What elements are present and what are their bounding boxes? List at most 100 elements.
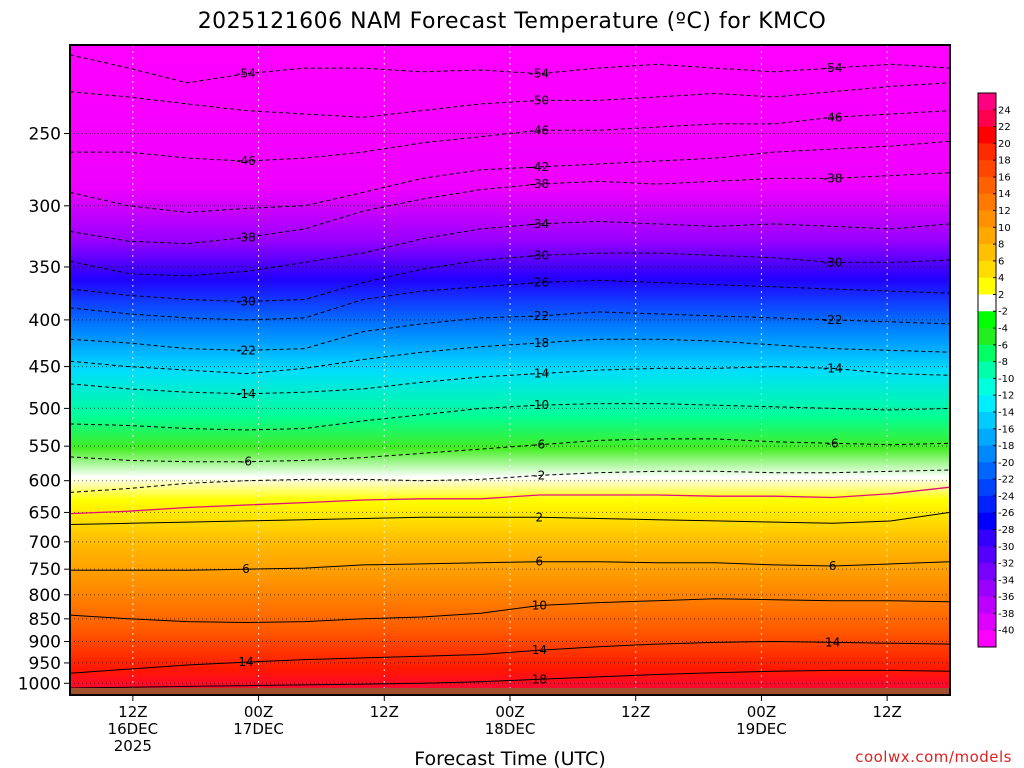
colorbar-swatch	[978, 277, 996, 295]
isotherm-line	[70, 220, 950, 277]
colorbar-swatch	[978, 378, 996, 396]
isotherm-label: 6	[242, 562, 250, 576]
isotherm-label: -14	[236, 387, 256, 401]
isotherm-label: -54	[530, 67, 550, 81]
isotherm-label: -6	[240, 455, 252, 469]
colorbar-swatch	[978, 126, 996, 144]
colorbar-label: 14	[998, 189, 1011, 200]
colorbar-label: 4	[998, 273, 1004, 284]
colorbar-swatch	[978, 630, 996, 648]
isotherm-label: -22	[530, 309, 550, 323]
y-axis-pressure-ticks: 2503003504004505005506006507007508008509…	[18, 124, 70, 694]
isotherm-line	[70, 54, 950, 84]
colorbar-label: -20	[998, 458, 1014, 469]
colorbar-label: -4	[998, 324, 1008, 335]
isotherm-line	[70, 140, 950, 213]
x-tick-label: 00Z	[747, 703, 776, 721]
isotherm-label: -50	[530, 93, 550, 107]
isotherm-line	[70, 486, 950, 515]
colorbar-label: -24	[998, 491, 1014, 502]
x-tick-label: 12Z	[621, 703, 650, 721]
colorbar-label: -36	[998, 592, 1014, 603]
isotherm-label: -26	[530, 275, 550, 289]
y-tick-label: 750	[29, 560, 61, 580]
isotherm-label: -38	[823, 171, 843, 185]
isotherm-line	[70, 172, 950, 245]
ground-surface	[70, 688, 950, 695]
colorbar-swatch	[978, 361, 996, 379]
x-tick-label: 12Z	[872, 703, 901, 721]
isotherm-label: -42	[530, 160, 550, 174]
colorbar-swatch	[978, 260, 996, 279]
colorbar-label: -38	[998, 609, 1014, 620]
colorbar-swatch	[978, 563, 996, 581]
colorbar-swatch	[978, 160, 996, 178]
chart-title: 2025121606 NAM Forecast Temperature (ºC)…	[198, 9, 827, 34]
isotherm-label: -46	[236, 154, 256, 168]
isotherm-label: -38	[530, 177, 550, 191]
x-tick-label: 2025	[114, 737, 152, 755]
y-tick-label: 400	[29, 311, 61, 331]
y-tick-label: 800	[29, 586, 61, 606]
x-tick-label: 00Z	[244, 703, 273, 721]
isotherm-label: 10	[532, 599, 547, 613]
y-tick-label: 950	[29, 654, 61, 674]
isotherm-label: -22	[823, 313, 843, 327]
colorbar-swatch	[978, 495, 996, 514]
colorbar-label: -32	[998, 559, 1014, 570]
isotherm-line	[70, 311, 950, 351]
colorbar-swatch	[978, 462, 996, 480]
isotherm-label: -30	[236, 295, 256, 309]
colorbar-swatch	[978, 176, 996, 195]
colorbar-swatch	[978, 546, 996, 564]
colorbar-frame	[977, 92, 997, 648]
colorbar-swatch	[978, 596, 996, 614]
y-tick-label: 250	[29, 124, 61, 144]
colorbar-label: 16	[998, 172, 1011, 183]
y-tick-label: 700	[29, 533, 61, 553]
colorbar-label: -8	[998, 357, 1008, 368]
colorbar-swatch	[978, 344, 996, 363]
colorbar-label: 22	[998, 122, 1011, 133]
x-tick-label: 19DEC	[736, 720, 787, 738]
colorbar-swatch	[978, 143, 996, 161]
isotherm-label: -30	[823, 255, 843, 269]
credit-text: coolwx.com/models	[855, 748, 1012, 766]
isotherm-label: -14	[823, 361, 843, 375]
colorbar-swatch	[978, 328, 996, 346]
colorbar-swatch	[978, 479, 996, 497]
colorbar-label: -30	[998, 542, 1014, 553]
colorbar-swatch	[978, 529, 996, 547]
colorbar-swatch	[978, 579, 996, 598]
colorbar-swatch	[978, 395, 996, 413]
colorbar-label: -6	[998, 340, 1008, 351]
y-tick-label: 300	[29, 197, 61, 217]
colorbar-label: 18	[998, 156, 1011, 167]
isotherm-label: -46	[823, 110, 843, 124]
colorbar-label: -40	[998, 626, 1014, 637]
isotherm-label: -2	[533, 468, 545, 482]
colorbar-swatch	[978, 193, 996, 212]
isotherm-label: 14	[825, 635, 840, 649]
y-tick-label: 350	[29, 258, 61, 278]
isotherm-label: -46	[530, 123, 550, 137]
y-tick-label: 900	[29, 632, 61, 652]
colorbar-label: -34	[998, 575, 1014, 586]
isotherm-contours: -54 -54 -54 -50 -46 -46 -46 -42 -38 -38 -38 -34 -30 -…	[70, 54, 950, 689]
colorbar-swatch	[978, 445, 996, 463]
isotherm-label: -54	[823, 61, 843, 75]
isotherm-label: 2	[536, 510, 544, 524]
x-tick-label: 12Z	[370, 703, 399, 721]
colorbar-label: 8	[998, 240, 1004, 251]
isotherm-line	[70, 640, 950, 674]
isotherm-label: -6	[533, 438, 545, 452]
y-tick-label: 500	[29, 399, 61, 419]
colorbar-label: 10	[998, 223, 1011, 234]
isotherm-line	[70, 469, 950, 493]
x-tick-label: 17DEC	[233, 720, 284, 738]
isotherm-label: -18	[530, 336, 550, 350]
isotherm-label: -34	[530, 217, 550, 231]
y-tick-label: 550	[29, 437, 61, 457]
